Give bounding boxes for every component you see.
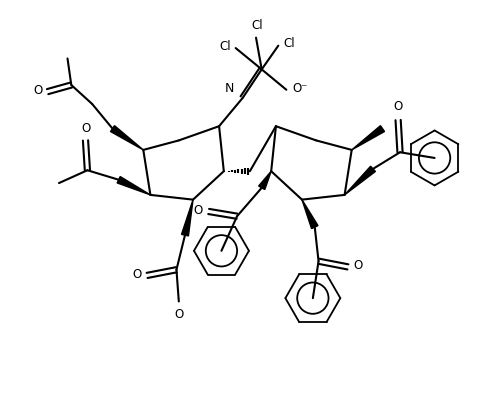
Text: Cl: Cl bbox=[251, 19, 263, 32]
Polygon shape bbox=[182, 200, 193, 236]
Text: N: N bbox=[225, 82, 234, 95]
Text: O: O bbox=[82, 122, 91, 135]
Text: O: O bbox=[194, 204, 203, 217]
Text: O: O bbox=[34, 84, 43, 97]
Polygon shape bbox=[110, 126, 143, 150]
Text: O: O bbox=[394, 101, 403, 114]
Text: O⁻: O⁻ bbox=[292, 82, 307, 95]
Polygon shape bbox=[117, 177, 150, 195]
Polygon shape bbox=[352, 126, 385, 150]
Text: Cl: Cl bbox=[219, 40, 231, 53]
Text: O: O bbox=[132, 268, 142, 281]
Polygon shape bbox=[258, 171, 271, 189]
Text: O: O bbox=[174, 307, 184, 321]
Text: Cl: Cl bbox=[283, 37, 295, 50]
Polygon shape bbox=[302, 200, 318, 229]
Polygon shape bbox=[345, 166, 375, 195]
Text: O: O bbox=[353, 259, 363, 272]
